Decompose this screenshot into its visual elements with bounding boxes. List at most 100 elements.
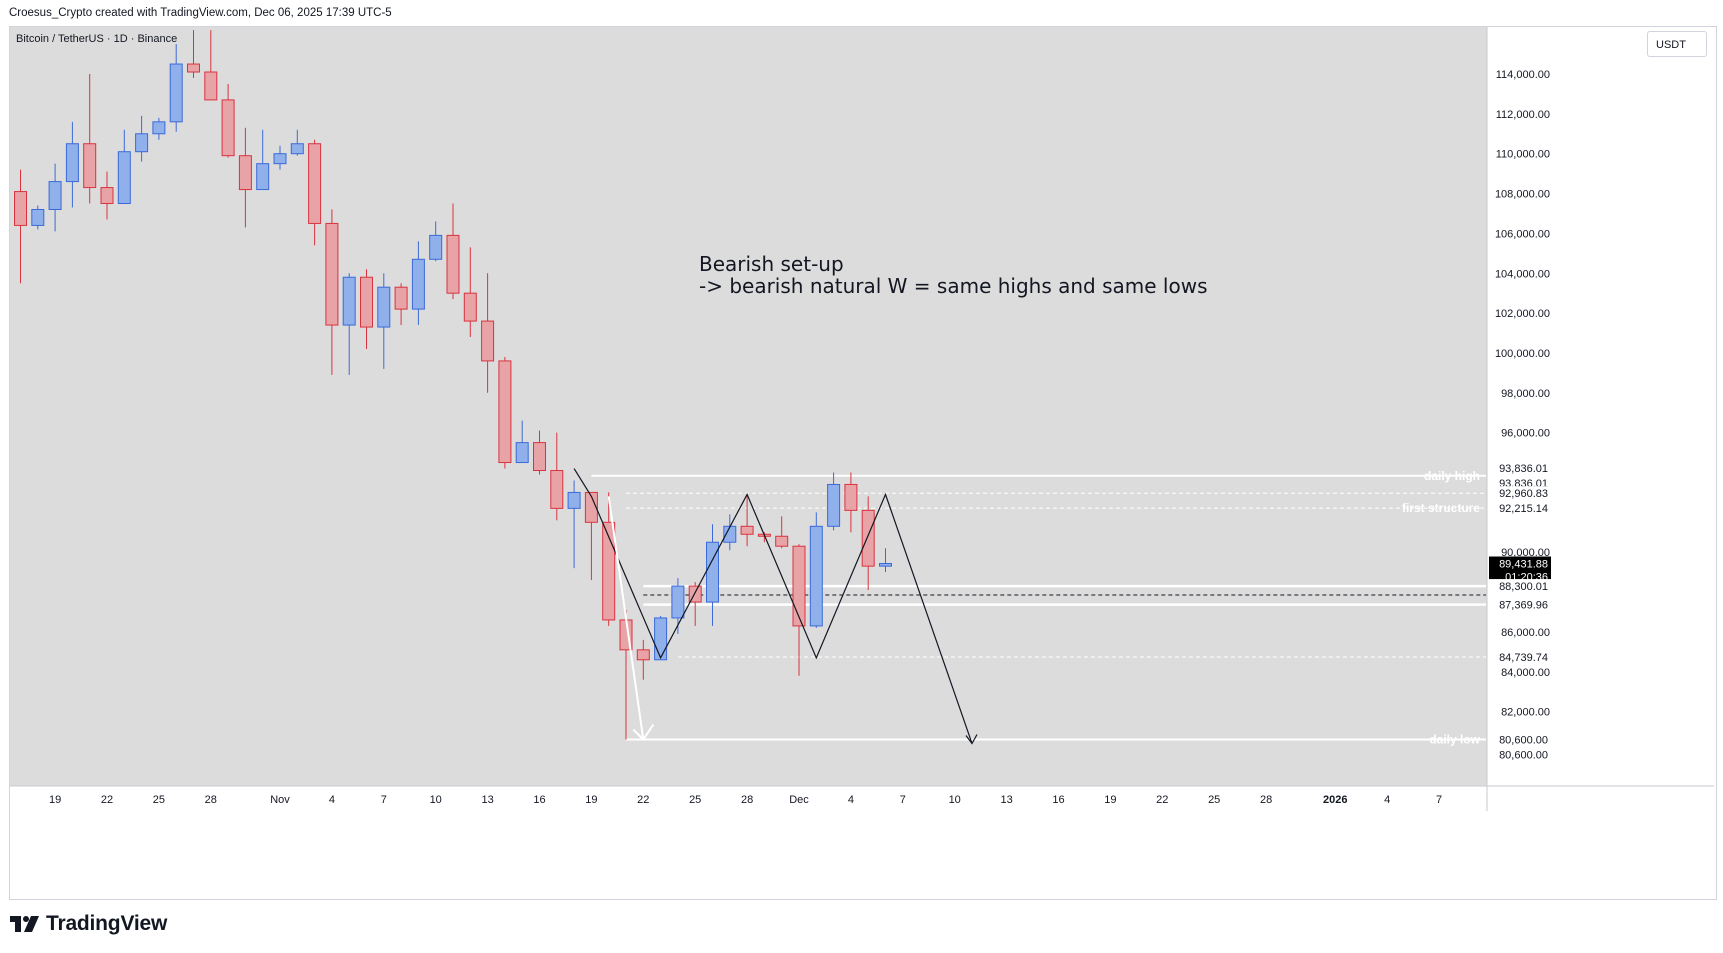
time-tick-label: 28 (741, 794, 753, 806)
candle-body (256, 163, 270, 191)
candle-body (463, 292, 477, 322)
candle (65, 121, 79, 208)
candle (740, 494, 754, 547)
time-tick-label: Dec (789, 794, 809, 806)
price-tick-label: 90,000.00 (1501, 547, 1550, 559)
time-tick-label: 28 (205, 794, 217, 806)
price-tag-label: 88,300.01 (1499, 581, 1548, 593)
time-tick-label: 2026 (1323, 794, 1347, 806)
annotation-line-1[interactable]: Bearish set-up (699, 252, 844, 276)
candle (515, 420, 529, 464)
time-tick-label: 22 (637, 794, 649, 806)
candle-body (792, 545, 806, 627)
candle-body (187, 63, 200, 73)
annotation-line-2[interactable]: -> bearish natural W = same highs and sa… (699, 274, 1208, 298)
candle (204, 30, 218, 101)
candle-body (152, 121, 166, 135)
candle-body (671, 585, 685, 619)
price-tick-label: 106,000.00 (1495, 228, 1550, 240)
candle-body (65, 143, 79, 183)
candle (377, 273, 391, 369)
candle-body (377, 286, 391, 328)
candle (879, 548, 892, 573)
time-tick-label: 10 (949, 794, 961, 806)
time-tick-label: Nov (270, 794, 290, 806)
candle-body (498, 360, 512, 464)
time-tick-label: 25 (689, 794, 701, 806)
candle-body (14, 191, 27, 226)
time-tick-label: 22 (101, 794, 113, 806)
candle (325, 209, 339, 375)
price-tag-label: 93,836.01 (1499, 463, 1548, 475)
candle (429, 221, 443, 262)
tradingview-logo[interactable]: TradingView (10, 912, 167, 936)
time-tick-label: 7 (900, 794, 906, 806)
price-tag: 93,836.01 (1489, 460, 1551, 475)
price-tags: 93,836.0193,836.0192,960.8392,215.1489,4… (1489, 460, 1551, 762)
time-tick-label: 28 (1260, 794, 1272, 806)
plot-area-background (10, 27, 1487, 786)
candle (221, 83, 235, 158)
time-tick-label: 19 (585, 794, 597, 806)
candle (273, 145, 287, 170)
price-tick-label: 112,000.00 (1496, 109, 1550, 121)
candle-body (360, 276, 373, 328)
tradingview-logo-icon (10, 916, 39, 932)
currency-button[interactable]: USDT (1647, 31, 1707, 57)
price-tick-label: 82,000.00 (1501, 707, 1550, 719)
candle (169, 44, 183, 132)
candle (117, 129, 131, 205)
candle (844, 472, 858, 533)
level-label: daily high (1424, 469, 1480, 483)
candle-body (809, 525, 823, 627)
candle (31, 205, 45, 230)
candle-body (515, 442, 529, 464)
candle-body (83, 143, 97, 189)
price-tick-label: 98,000.00 (1501, 388, 1550, 400)
price-tag: 89,431.88 (1489, 556, 1551, 571)
time-tick-label: 16 (533, 794, 545, 806)
price-tag-label: 89,431.88 (1499, 559, 1548, 571)
price-tag-bg (1489, 732, 1551, 747)
price-tag-label: 87,369.96 (1499, 600, 1548, 612)
price-tag-label: 92,960.83 (1499, 488, 1548, 500)
candle-body (290, 143, 304, 155)
candle (256, 129, 270, 191)
candle (308, 139, 322, 246)
candle-body (31, 208, 45, 226)
candle (827, 472, 841, 531)
candle (290, 129, 304, 156)
candle (792, 544, 806, 676)
candle (567, 480, 581, 569)
candle-body (844, 483, 858, 511)
candle-body (273, 153, 287, 165)
price-tag-bg (1489, 556, 1551, 571)
candle (238, 127, 252, 228)
time-tick-label: 19 (1104, 794, 1116, 806)
candle-body (325, 222, 339, 326)
candle-body (550, 470, 564, 509)
level-label: first structure (1402, 501, 1480, 515)
natural-w-pattern (573, 468, 973, 744)
price-tag-label: 80,600.00 (1499, 734, 1548, 746)
candle (533, 430, 546, 475)
candle (636, 639, 650, 680)
candle (360, 269, 373, 349)
candle-body (533, 442, 546, 472)
candle-body (169, 63, 183, 123)
time-tick-label: 13 (1000, 794, 1012, 806)
levels-layer: daily high first structure daily low (591, 469, 1486, 746)
price-tick-label: 96,000.00 (1501, 428, 1550, 440)
time-tick-label: 4 (329, 794, 335, 806)
price-tick-label: 104,000.00 (1495, 268, 1550, 280)
candle-body (221, 99, 235, 157)
price-tag: 84,739.74 (1489, 650, 1551, 665)
candle (498, 356, 512, 469)
candle (602, 492, 616, 626)
w-arrow-head (965, 734, 978, 745)
price-tag-bg (1489, 579, 1551, 594)
candle (152, 117, 166, 140)
price-tag: 92,960.83 (1489, 486, 1551, 501)
candle-body (481, 320, 495, 362)
